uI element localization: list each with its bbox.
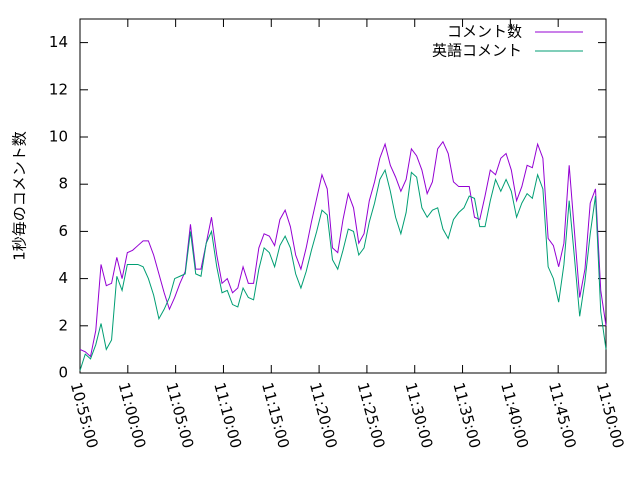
x-tick-label: 11:05:00	[162, 381, 197, 451]
y-tick-label: 10	[49, 128, 68, 146]
y-tick-label: 4	[58, 269, 68, 287]
x-tick-label: 11:00:00	[115, 381, 150, 451]
plot-border	[79, 18, 607, 374]
x-tick-label: 11:15:00	[258, 381, 293, 451]
x-tick-label: 11:30:00	[402, 381, 437, 451]
y-tick-label: 12	[49, 80, 68, 98]
y-tick-label: 8	[58, 175, 68, 193]
x-tick-label: 11:20:00	[306, 381, 341, 451]
x-tick-label: 11:35:00	[449, 381, 484, 451]
x-tick-label: 11:25:00	[354, 381, 389, 451]
x-tick-label: 11:10:00	[210, 381, 245, 451]
y-tick-label: 14	[49, 33, 68, 51]
x-tick-label: 11:45:00	[545, 381, 580, 451]
series-line	[79, 140, 607, 358]
y-tick-label: 6	[58, 222, 68, 240]
legend-label: コメント数	[447, 23, 522, 41]
x-tick-label: 10:55:00	[67, 381, 102, 451]
x-tick-label: 11:50:00	[593, 381, 628, 451]
y-tick-label: 2	[58, 316, 68, 334]
x-tick-label: 11:40:00	[497, 381, 532, 451]
series-line	[79, 168, 607, 371]
y-axis-label: 1秒毎のコメント数	[11, 131, 29, 261]
y-tick-label: 0	[58, 364, 68, 382]
legend-label: 英語コメント	[432, 42, 522, 60]
